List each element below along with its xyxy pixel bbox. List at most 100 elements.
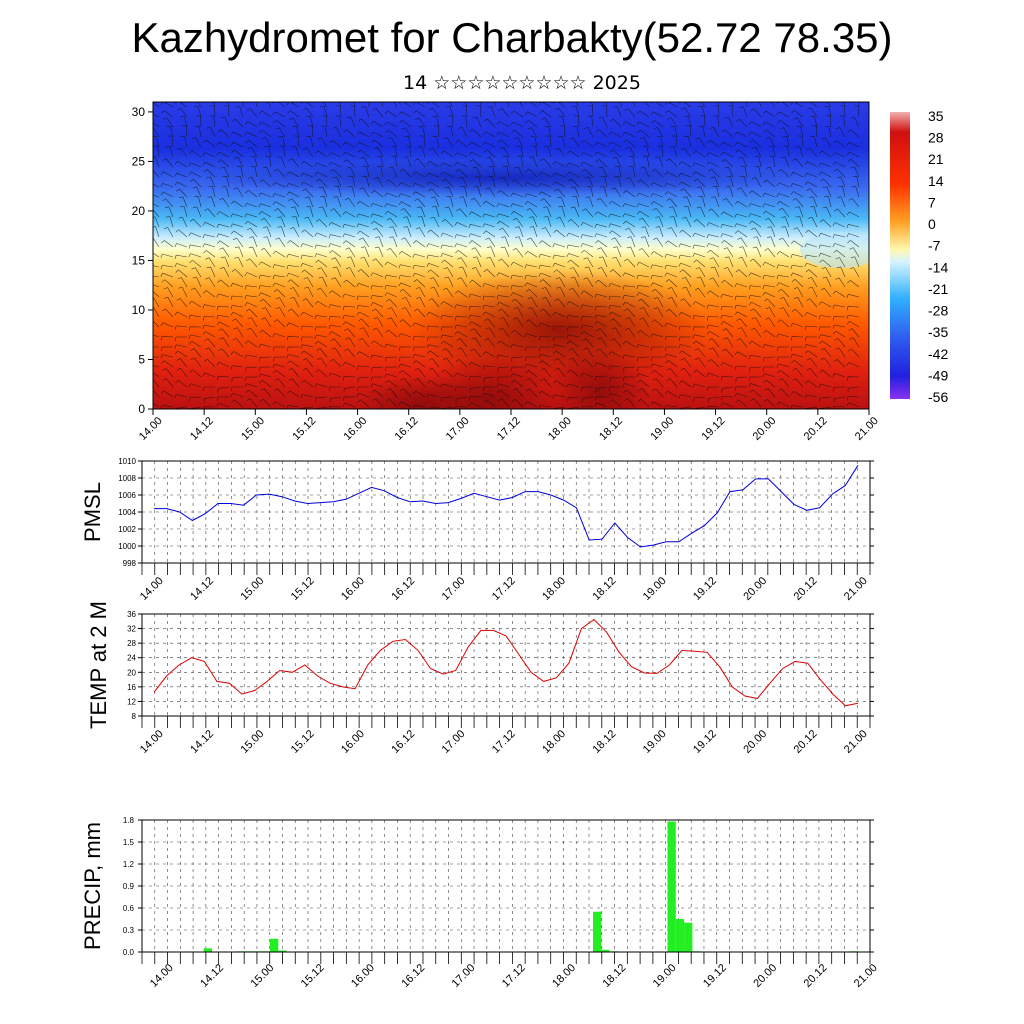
x-tick-label: 18.00 (546, 415, 574, 443)
x-tick-label: 16.12 (393, 415, 421, 443)
y-tick-label: 0.6 (123, 904, 135, 913)
chart-subtitle: 14 ☆☆☆☆☆☆☆☆☆ 2025 (403, 72, 641, 94)
x-tick-label: 15.12 (289, 728, 317, 756)
colorbar-label: -28 (928, 303, 948, 319)
x-tick-label: 18.12 (590, 728, 618, 756)
y-axis-label: PRECIP, mm (80, 822, 105, 950)
x-tick-label: 18.12 (590, 575, 618, 603)
y-tick-label: 1008 (118, 474, 136, 483)
x-tick-label: 19.00 (641, 728, 669, 756)
y-tick-label: 1.2 (123, 860, 135, 869)
x-tick-label: 14.12 (188, 575, 216, 603)
y-tick-label: 0 (138, 402, 145, 416)
y-tick-label: 1.5 (123, 838, 135, 847)
x-tick-label: 17.12 (495, 415, 523, 443)
x-tick-label: 15.00 (238, 575, 266, 603)
series-line (153, 618, 859, 707)
precip-bar (253, 951, 262, 952)
colorbar-label: 14 (928, 173, 944, 189)
y-tick-label: 20 (132, 204, 146, 218)
x-tick-label: 16.12 (389, 728, 417, 756)
x-tick-label: 14.12 (198, 962, 226, 990)
x-tick-label: 18.00 (540, 728, 568, 756)
x-tick-label: 20.00 (741, 728, 769, 756)
y-tick-label: 1000 (118, 542, 136, 551)
x-tick-label: 19.12 (701, 962, 729, 990)
x-tick-label: 16.00 (349, 962, 377, 990)
x-tick-label: 19.00 (641, 575, 669, 603)
x-tick-label: 14.00 (138, 728, 166, 756)
panel-frame (141, 819, 871, 953)
y-tick-label: 16 (127, 683, 136, 692)
heatmap-warm-core (550, 350, 650, 409)
heatmap-cold-band (200, 160, 800, 196)
y-tick-label: 8 (132, 712, 137, 721)
precip-bar (245, 951, 254, 952)
y-tick-label: 20 (127, 668, 136, 677)
colorbar-label: -7 (928, 238, 941, 254)
x-tick-label: 18.00 (540, 575, 568, 603)
x-tick-label: 19.12 (691, 728, 719, 756)
x-tick-label: 18.00 (550, 962, 578, 990)
x-tick-label: 19.12 (699, 415, 727, 443)
x-tick-label: 16.00 (339, 728, 367, 756)
heatmap-warm-core (360, 375, 480, 409)
x-tick-label: 21.00 (842, 728, 870, 756)
x-tick-label: 17.00 (440, 575, 468, 603)
heatmap-warm-core (420, 355, 560, 409)
y-tick-label: 5 (138, 352, 145, 366)
x-tick-label: 21.00 (852, 962, 880, 990)
x-tick-label: 21.00 (853, 415, 881, 443)
y-tick-label: 28 (127, 639, 136, 648)
y-tick-label: 30 (132, 105, 146, 119)
x-tick-label: 17.00 (440, 728, 468, 756)
precip-bar (593, 911, 602, 952)
y-axis-label: PMSL (80, 482, 105, 542)
chart-title: Kazhydromet for Charbakty(52.72 78.35) (131, 14, 893, 61)
y-tick-label: 10 (132, 303, 146, 317)
precip-bar (675, 919, 685, 952)
precip-bar (692, 951, 701, 952)
heatmap-warm-core (410, 270, 710, 390)
colorbar-label: -56 (928, 389, 948, 405)
colorbar-label: 7 (928, 194, 936, 210)
series-line (154, 465, 859, 548)
y-tick-label: 32 (127, 625, 136, 634)
x-tick-label: 17.12 (490, 728, 518, 756)
colorbar-label: 35 (928, 108, 944, 124)
y-tick-label: 0.0 (123, 948, 135, 957)
y-tick-label: 12 (127, 697, 136, 706)
x-tick-label: 14.12 (188, 415, 216, 443)
precip-bar (684, 922, 693, 952)
x-tick-label: 16.00 (341, 415, 369, 443)
colorbar-label: -42 (928, 346, 948, 362)
y-tick-label: 1006 (118, 491, 136, 500)
y-tick-label: 0.3 (123, 926, 135, 935)
precip-bar (667, 821, 676, 952)
x-tick-label: 17.12 (490, 575, 518, 603)
y-tick-label: 998 (123, 559, 137, 568)
heatmap-field (153, 102, 869, 409)
precip-bar (849, 951, 858, 952)
colorbar-label: 0 (928, 216, 936, 232)
x-tick-label: 20.12 (792, 575, 820, 603)
x-tick-label: 14.00 (148, 962, 176, 990)
y-tick-label: 25 (132, 154, 146, 168)
colorbar-label: -21 (928, 281, 948, 297)
precip-bar (270, 938, 279, 952)
heatmap-background (153, 102, 869, 409)
colorbar-label: -14 (928, 259, 948, 275)
y-tick-label: 36 (127, 610, 136, 619)
x-tick-label: 14.12 (188, 728, 216, 756)
y-tick-label: 1004 (118, 508, 136, 517)
x-tick-label: 18.12 (600, 962, 628, 990)
x-tick-label: 20.00 (751, 962, 779, 990)
precip-bar (278, 950, 287, 952)
y-tick-label: 1.8 (123, 816, 135, 825)
x-tick-label: 20.12 (802, 415, 830, 443)
x-tick-label: 18.12 (597, 415, 625, 443)
x-tick-label: 17.12 (500, 962, 528, 990)
heatmap-frame (152, 101, 870, 410)
x-tick-label: 19.00 (651, 962, 679, 990)
